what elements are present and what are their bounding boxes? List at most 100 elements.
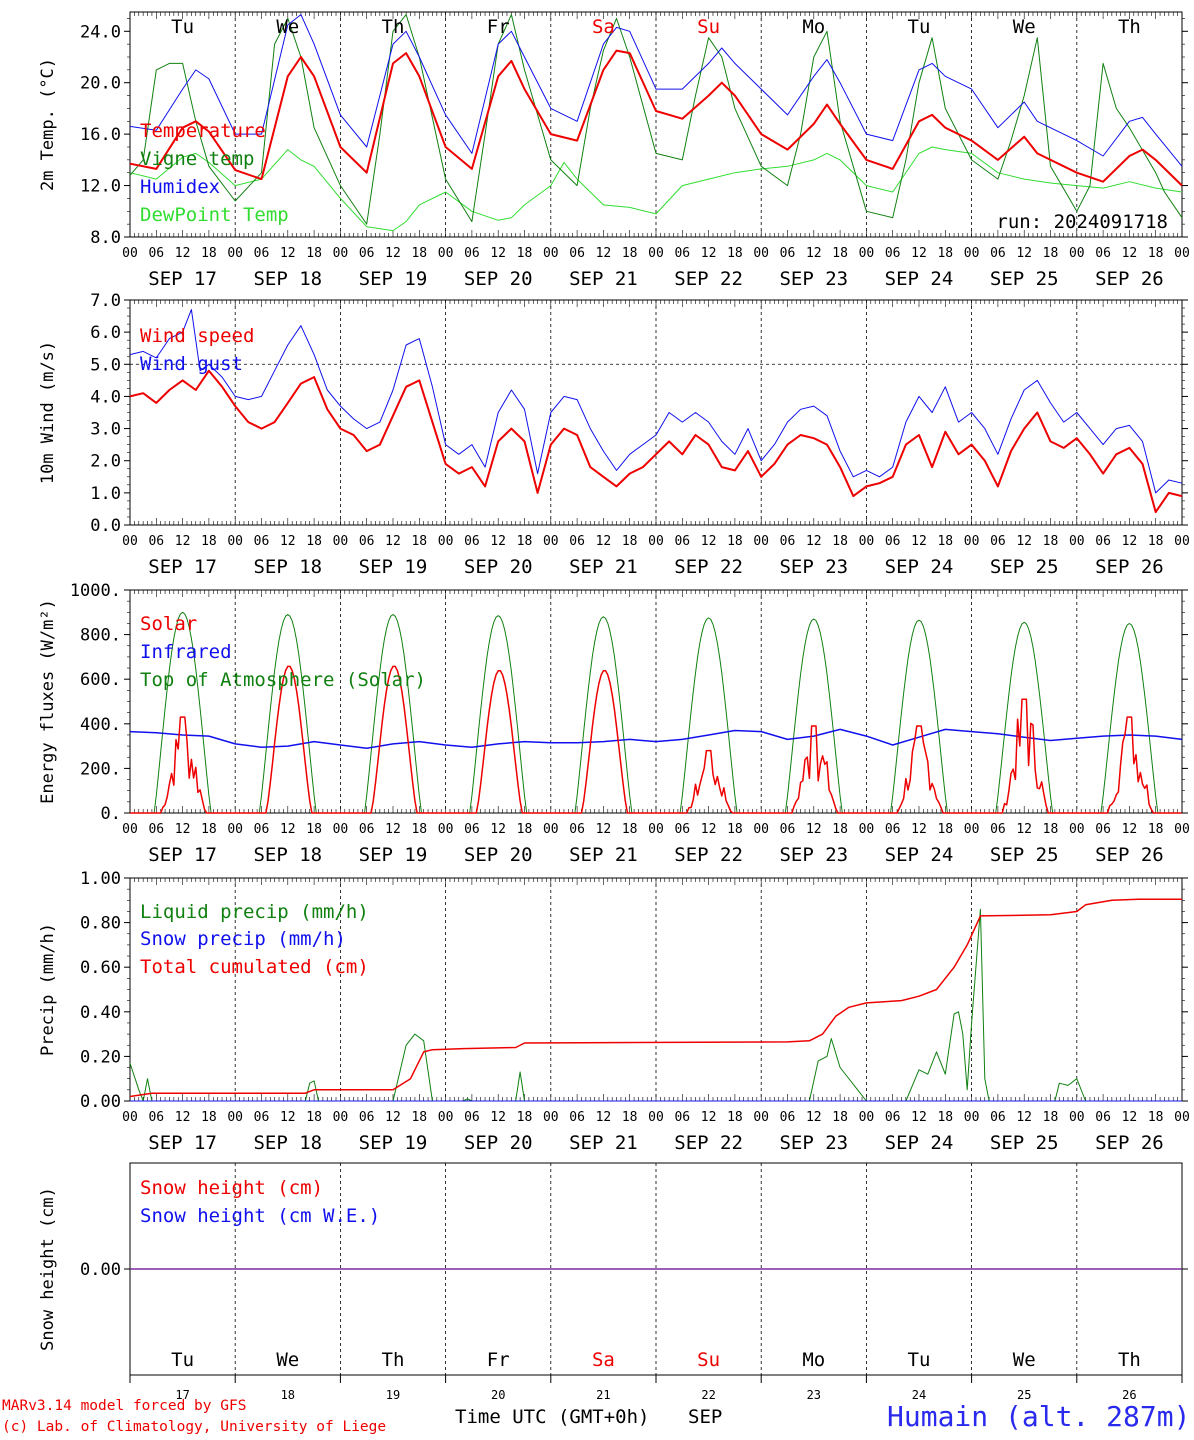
series-line bbox=[129, 14, 1183, 167]
hour-label: 18 bbox=[201, 534, 217, 549]
weekday-label: Mo bbox=[802, 16, 825, 38]
y-axis-label: Snow height (cm) bbox=[38, 1187, 58, 1351]
hour-label: 00 bbox=[1069, 246, 1085, 261]
hour-label: 00 bbox=[648, 1110, 664, 1125]
hour-label: 00 bbox=[648, 246, 664, 261]
hour-label: 00 bbox=[753, 1110, 769, 1125]
hour-label: 12 bbox=[911, 246, 927, 261]
hour-label: 00 bbox=[1174, 822, 1190, 837]
y-tick-label: 0. bbox=[101, 804, 121, 824]
date-label: SEP 26 bbox=[1095, 556, 1164, 578]
date-label: SEP 21 bbox=[569, 844, 638, 866]
panel-frame bbox=[129, 589, 1183, 814]
hour-label: 00 bbox=[438, 246, 454, 261]
hour-label: 12 bbox=[1122, 534, 1138, 549]
date-label: SEP 18 bbox=[253, 556, 322, 578]
weekday-label: Fr bbox=[487, 16, 510, 38]
hour-label: 06 bbox=[464, 822, 480, 837]
hour-label: 06 bbox=[148, 1110, 164, 1125]
hour-label: 18 bbox=[832, 534, 848, 549]
legend-entry: Wind gust bbox=[140, 353, 243, 375]
date-label: SEP 17 bbox=[148, 556, 217, 578]
weekday-label: We bbox=[276, 16, 299, 38]
legend-entry: Total cumulated (cm) bbox=[140, 956, 369, 978]
hour-label: 18 bbox=[306, 1110, 322, 1125]
hour-label: 00 bbox=[1069, 822, 1085, 837]
hour-label: 12 bbox=[385, 246, 401, 261]
hour-label: 06 bbox=[464, 1110, 480, 1125]
hour-label: 12 bbox=[911, 534, 927, 549]
legend-entry: Top of Atmosphere (Solar) bbox=[140, 669, 426, 691]
lab-credit: (c) Lab. of Climatology, University of L… bbox=[2, 1419, 387, 1435]
y-axis-label: Precip (mm/h) bbox=[38, 923, 58, 1056]
weekday-label: We bbox=[276, 1349, 299, 1371]
hour-label: 00 bbox=[438, 822, 454, 837]
hour-label: 06 bbox=[569, 246, 585, 261]
date-label: SEP 23 bbox=[779, 1132, 848, 1154]
hour-label: 00 bbox=[1174, 246, 1190, 261]
hour-label: 00 bbox=[543, 246, 559, 261]
hour-label: 12 bbox=[280, 1110, 296, 1125]
hour-label: 18 bbox=[306, 246, 322, 261]
date-label: SEP 18 bbox=[253, 1132, 322, 1154]
hour-label: 06 bbox=[885, 1110, 901, 1125]
weekday-label: We bbox=[1013, 1349, 1036, 1371]
hour-label: 06 bbox=[780, 246, 796, 261]
legend-entry: Liquid precip (mm/h) bbox=[140, 901, 369, 923]
hour-label: 00 bbox=[227, 1110, 243, 1125]
series-line bbox=[129, 898, 1182, 1098]
hour-label: 12 bbox=[175, 822, 191, 837]
weekday-label: Mo bbox=[802, 1349, 825, 1371]
day-number-label: 26 bbox=[1122, 1388, 1136, 1402]
hour-label: 06 bbox=[1095, 246, 1111, 261]
hour-label: 12 bbox=[596, 246, 612, 261]
y-tick-label: 24.0 bbox=[80, 22, 121, 42]
hour-label: 18 bbox=[832, 822, 848, 837]
weekday-label: Tu bbox=[908, 16, 931, 38]
hour-label: 18 bbox=[411, 534, 427, 549]
hour-label: 06 bbox=[148, 534, 164, 549]
date-label: SEP 21 bbox=[569, 556, 638, 578]
hour-label: 18 bbox=[1148, 534, 1164, 549]
hour-label: 18 bbox=[832, 246, 848, 261]
hour-label: 12 bbox=[385, 534, 401, 549]
hour-label: 00 bbox=[543, 1110, 559, 1125]
legend-entry: Temperature bbox=[140, 120, 266, 142]
hour-label: 12 bbox=[175, 534, 191, 549]
date-label: SEP 26 bbox=[1095, 1132, 1164, 1154]
panel-frame bbox=[129, 299, 1183, 526]
hour-label: 12 bbox=[385, 1110, 401, 1125]
hour-label: 12 bbox=[701, 1110, 717, 1125]
hour-label: 06 bbox=[569, 534, 585, 549]
hour-label: 18 bbox=[937, 1110, 953, 1125]
legend-entry: Solar bbox=[140, 613, 197, 635]
hour-label: 18 bbox=[622, 822, 638, 837]
legend-entry: Vigne temp bbox=[140, 148, 254, 170]
date-label: SEP 24 bbox=[885, 1132, 954, 1154]
y-tick-label: 20.0 bbox=[80, 74, 121, 94]
hour-label: 06 bbox=[464, 246, 480, 261]
hour-label: 00 bbox=[122, 822, 138, 837]
weekday-label: Th bbox=[382, 1349, 405, 1371]
hour-label: 12 bbox=[1016, 1110, 1032, 1125]
hour-label: 00 bbox=[964, 822, 980, 837]
hour-label: 06 bbox=[780, 1110, 796, 1125]
model-credit: MARv3.14 model forced by GFS bbox=[2, 1398, 247, 1414]
hour-label: 00 bbox=[648, 822, 664, 837]
day-number-label: 23 bbox=[807, 1388, 821, 1402]
hour-label: 18 bbox=[622, 534, 638, 549]
hour-label: 06 bbox=[990, 246, 1006, 261]
y-tick-label: 200. bbox=[80, 759, 121, 779]
date-label: SEP 22 bbox=[674, 1132, 743, 1154]
hour-label: 06 bbox=[1095, 534, 1111, 549]
y-tick-label: 2.0 bbox=[90, 452, 121, 472]
hour-label: 12 bbox=[701, 822, 717, 837]
hour-label: 12 bbox=[1016, 534, 1032, 549]
hour-label: 00 bbox=[122, 246, 138, 261]
hour-label: 12 bbox=[701, 246, 717, 261]
y-tick-label: 7.0 bbox=[90, 291, 121, 311]
hour-label: 12 bbox=[175, 1110, 191, 1125]
weekday-label: Tu bbox=[908, 1349, 931, 1371]
legend-entry: Wind speed bbox=[140, 325, 254, 347]
weekday-label: Tu bbox=[171, 16, 194, 38]
